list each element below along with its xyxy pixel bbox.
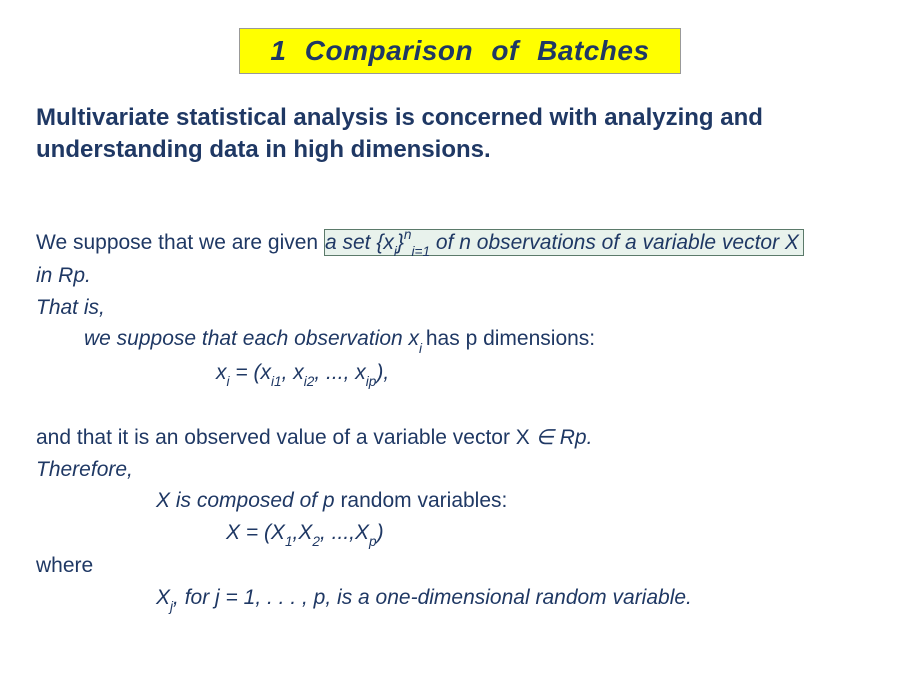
line-6: and that it is an observed value of a va…: [36, 422, 884, 454]
line1-plain: We suppose that we are given: [36, 231, 324, 254]
title-box: 1 Comparison of Batches: [239, 28, 680, 74]
line-7: Therefore,: [36, 454, 884, 486]
line-11: Xj, for j = 1, . . . , p, is a one-dimen…: [36, 582, 884, 616]
line-2: in Rp.: [36, 260, 884, 292]
intro-paragraph: Multivariate statistical analysis is con…: [36, 102, 884, 167]
highlight-span: a set {xi}ni=1 of n observations of a va…: [324, 229, 804, 256]
blank-line: [36, 391, 884, 423]
line-9: X = (X1,X2, ...,Xp): [36, 517, 884, 551]
line-8: X is composed of p random variables:: [36, 485, 884, 517]
line-4: we suppose that each observation xi has …: [36, 323, 884, 357]
line-3: That is,: [36, 292, 884, 324]
slide-container: 1 Comparison of Batches Multivariate sta…: [0, 0, 920, 690]
line-10: where: [36, 550, 884, 582]
line-1: We suppose that we are given a set {xi}n…: [36, 227, 884, 261]
body-content: We suppose that we are given a set {xi}n…: [36, 227, 884, 616]
line-5: xi = (xi1, xi2, ..., xip),: [36, 357, 884, 391]
slide-title: 1 Comparison of Batches: [270, 35, 649, 66]
